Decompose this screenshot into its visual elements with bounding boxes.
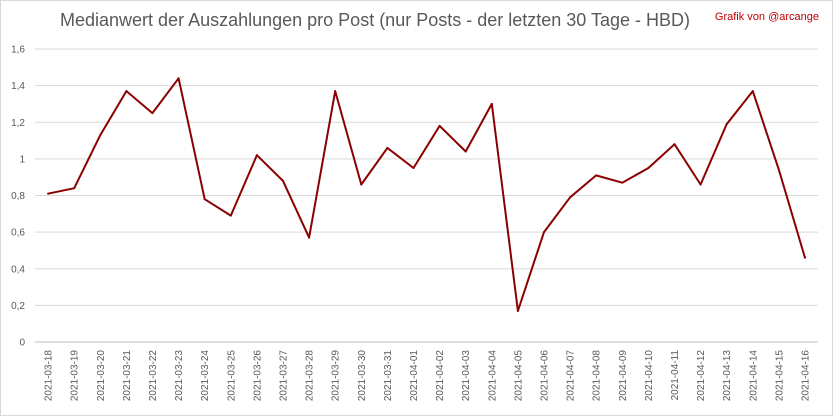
x-tick-label: 2021-03-23 [174, 350, 185, 402]
data-point [334, 90, 337, 93]
x-tick-label: 2021-04-05 [513, 350, 524, 402]
x-tick-label: 2021-03-18 [44, 350, 55, 402]
data-point [308, 236, 311, 239]
x-tick-label: 2021-04-04 [487, 350, 498, 402]
x-tick-label: 2021-04-01 [409, 350, 420, 402]
chart-title: Medianwert der Auszahlungen pro Post (nu… [60, 10, 690, 30]
data-point [229, 214, 232, 217]
data-point [412, 167, 415, 170]
x-tick-label: 2021-04-16 [800, 350, 811, 402]
x-tick-label: 2021-03-29 [331, 350, 342, 402]
y-tick-label: 0,4 [11, 264, 25, 275]
x-tick-label: 2021-04-02 [435, 350, 446, 402]
y-tick-label: 1,4 [11, 81, 25, 92]
data-point [673, 143, 676, 146]
x-tick-label: 2021-04-14 [748, 350, 759, 402]
data-point [203, 198, 206, 201]
x-tick-label: 2021-04-08 [592, 350, 603, 402]
x-tick-label: 2021-03-30 [357, 350, 368, 402]
data-point [99, 134, 102, 137]
x-tick-label: 2021-03-20 [96, 350, 107, 402]
x-tick-label: 2021-03-24 [200, 350, 211, 402]
x-tick-label: 2021-04-13 [722, 350, 733, 402]
data-point [699, 183, 702, 186]
y-tick-label: 0 [19, 338, 25, 349]
x-tick-label: 2021-04-11 [670, 350, 681, 401]
data-point [438, 124, 441, 127]
y-tick-label: 0,8 [11, 191, 25, 202]
x-tick-label: 2021-04-15 [774, 350, 785, 402]
data-point [386, 146, 389, 149]
data-point [569, 196, 572, 199]
data-point [751, 90, 754, 93]
data-point [464, 150, 467, 153]
data-point [73, 187, 76, 190]
x-tick-label: 2021-04-06 [539, 350, 550, 402]
y-tick-label: 0,2 [11, 301, 25, 312]
data-point [360, 183, 363, 186]
x-tick-label: 2021-04-10 [644, 350, 655, 402]
data-point [647, 167, 650, 170]
y-tick-label: 1,2 [11, 118, 25, 129]
data-point [255, 154, 258, 157]
x-tick-label: 2021-04-09 [618, 350, 629, 402]
y-tick-label: 1 [19, 154, 25, 165]
data-point [725, 123, 728, 126]
x-tick-label: 2021-03-28 [305, 350, 316, 402]
x-tick-label: 2021-04-03 [461, 350, 472, 402]
y-tick-label: 1,6 [11, 45, 25, 56]
x-tick-label: 2021-03-19 [70, 350, 81, 402]
x-tick-label: 2021-03-25 [226, 350, 237, 402]
x-tick-label: 2021-04-12 [696, 350, 707, 402]
x-tick-label: 2021-04-07 [566, 350, 577, 402]
data-point [125, 90, 128, 93]
data-point [595, 174, 598, 177]
data-point [177, 77, 180, 80]
x-tick-label: 2021-03-31 [383, 350, 394, 402]
data-point [281, 179, 284, 182]
data-point [516, 309, 519, 312]
data-point [151, 112, 154, 115]
series-line [47, 77, 806, 312]
x-tick-label: 2021-03-22 [148, 350, 159, 402]
data-point [621, 181, 624, 184]
y-tick-label: 0,6 [11, 228, 25, 239]
x-tick-label: 2021-03-21 [122, 350, 133, 402]
data-point [47, 192, 50, 195]
data-point [490, 102, 493, 105]
x-tick-label: 2021-03-26 [252, 350, 263, 402]
data-point [542, 231, 545, 234]
chart-credit: Grafik von @arcange [714, 11, 819, 23]
data-point [777, 168, 780, 171]
x-tick-label: 2021-03-27 [278, 350, 289, 402]
data-point [803, 256, 806, 259]
